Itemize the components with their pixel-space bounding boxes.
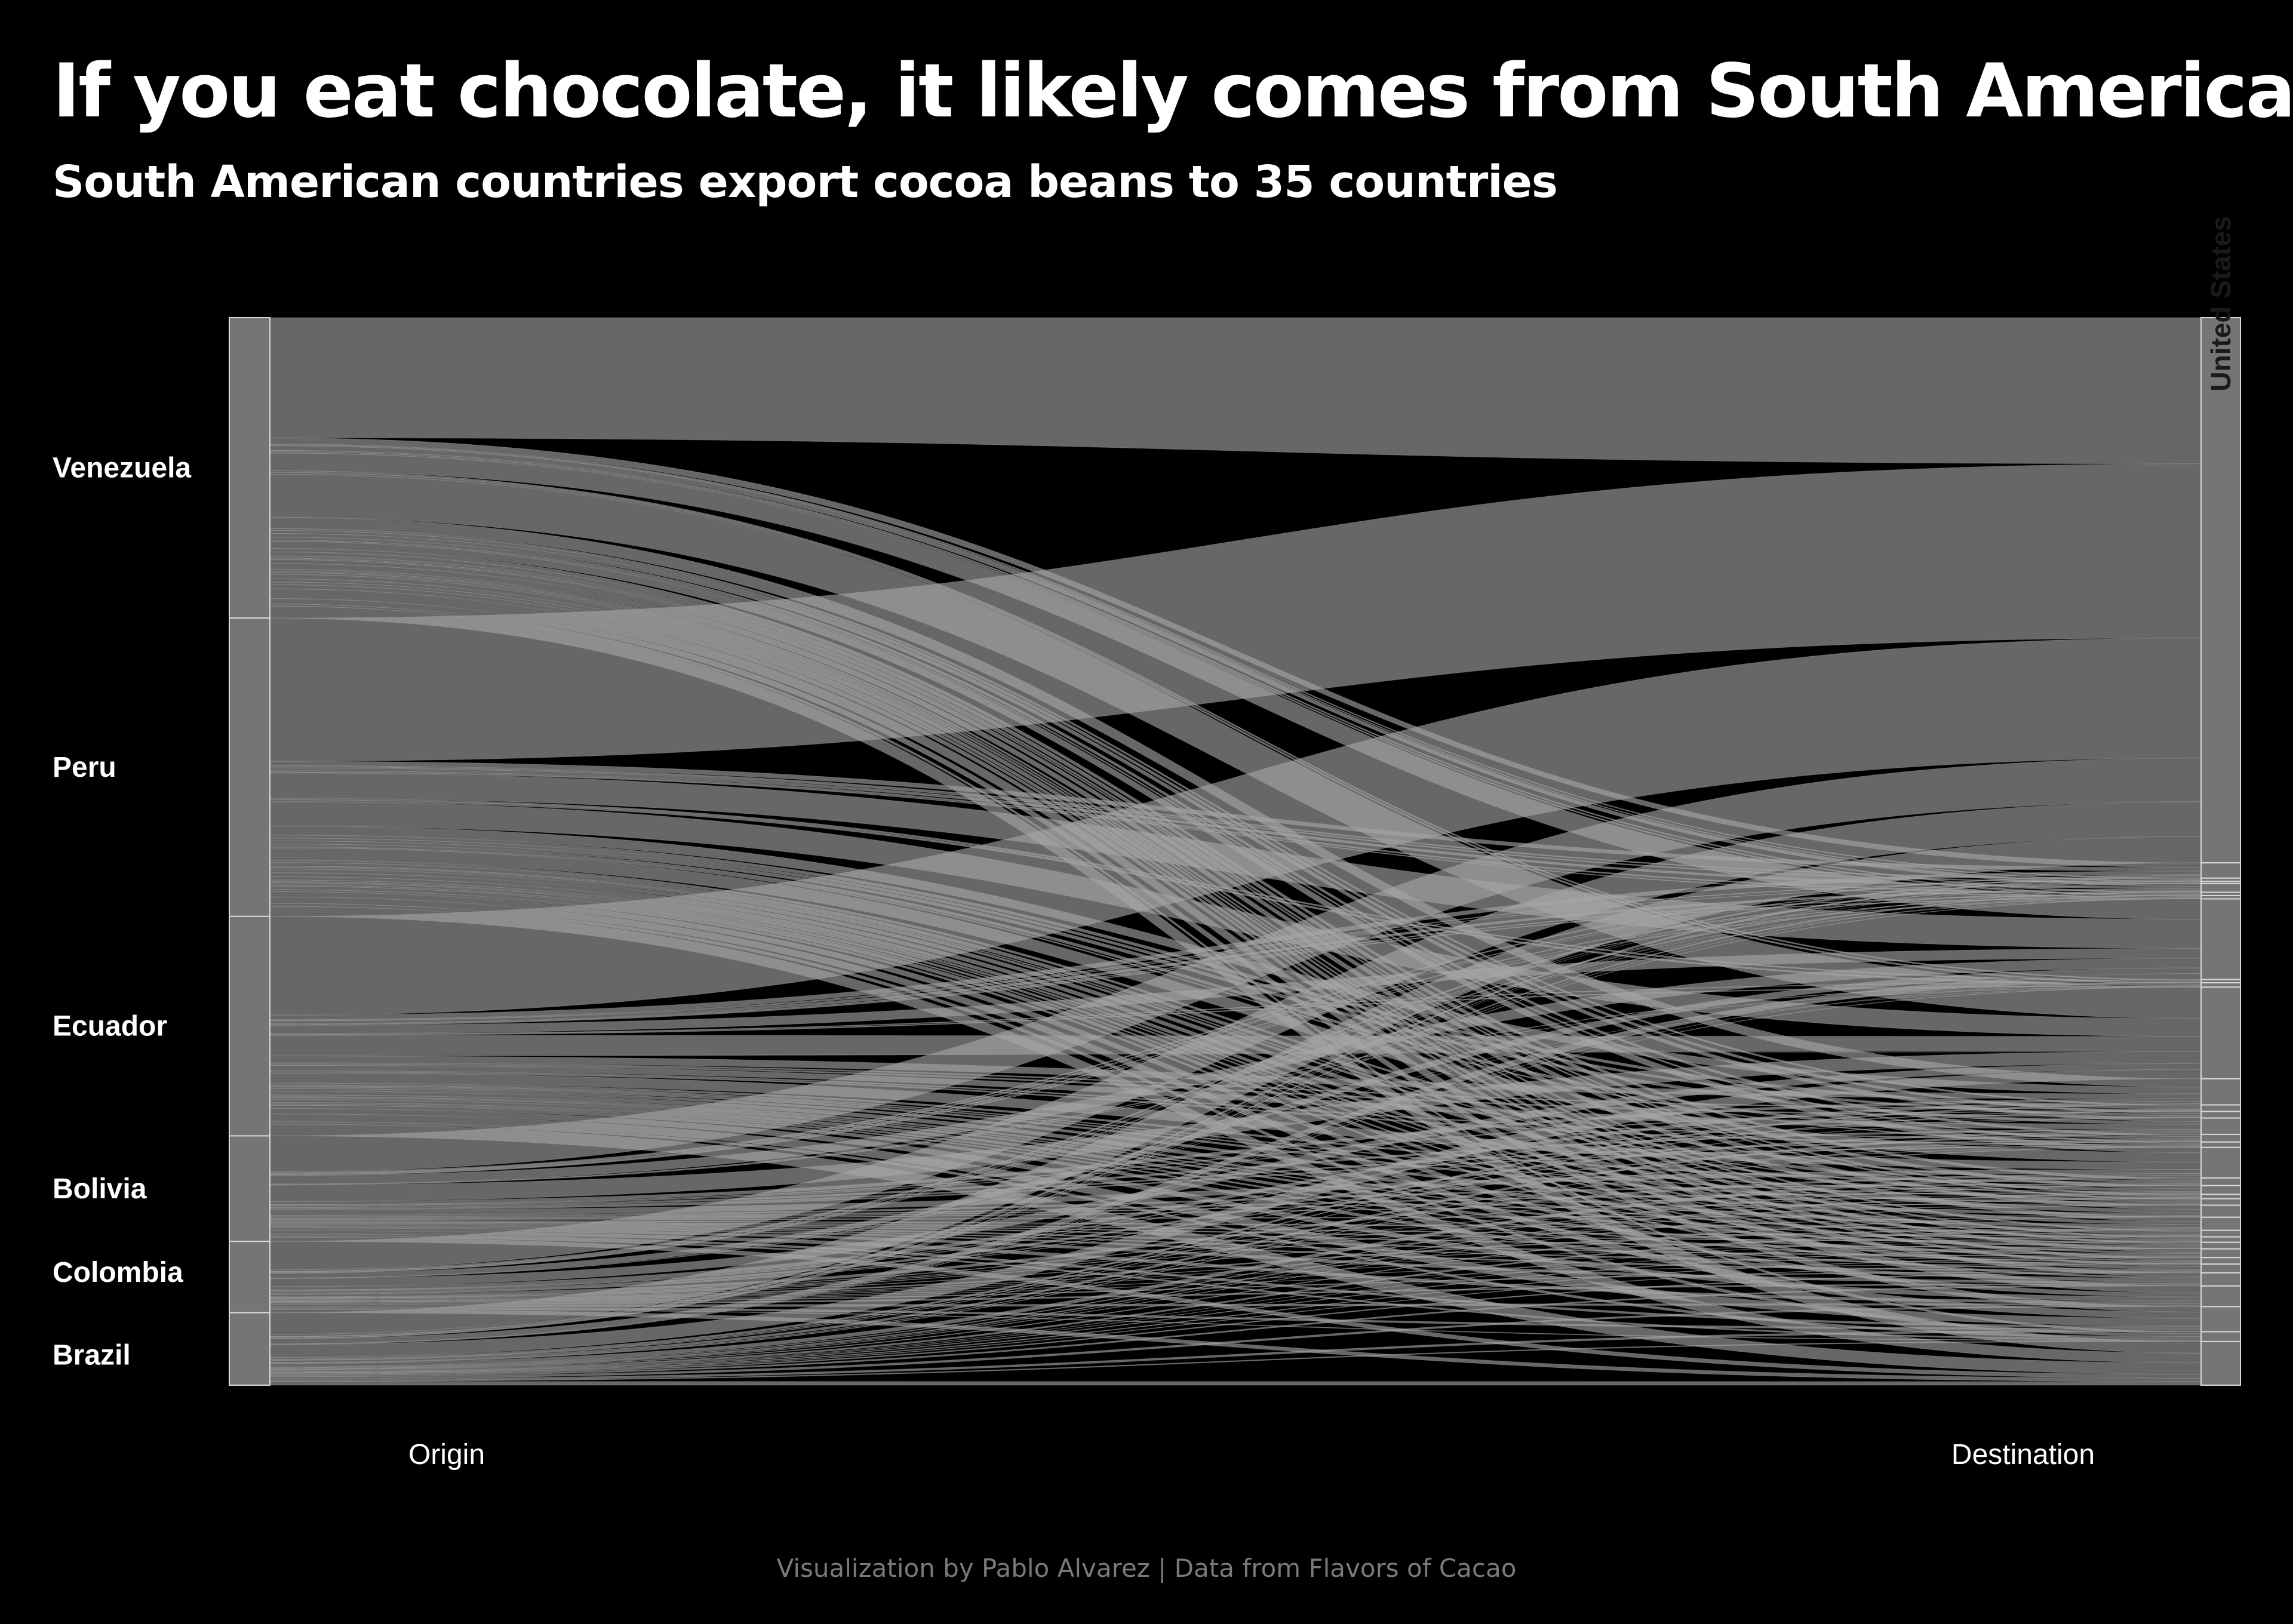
origin-stratum — [229, 915, 271, 1137]
destination-stratum — [2200, 1263, 2241, 1274]
origin-stratum — [229, 617, 271, 917]
origin-label: Colombia — [53, 1257, 183, 1288]
destination-stratum — [2200, 1185, 2241, 1195]
destination-stratum — [2200, 898, 2241, 980]
destination-stratum — [2200, 986, 2241, 1079]
caption: Visualization by Pablo Alvarez | Data fr… — [776, 1554, 1517, 1583]
chart-subtitle: South American countries export cocoa be… — [53, 156, 1558, 208]
flow-band — [269, 317, 2202, 465]
destination-stratum — [2200, 1257, 2241, 1265]
destination-stratum — [2200, 1111, 2241, 1119]
origin-label: Ecuador — [53, 1011, 167, 1042]
flow-band — [269, 1381, 2202, 1386]
origin-stratum — [229, 1241, 271, 1314]
origin-stratum — [229, 1135, 271, 1242]
destination-stratum — [2200, 1285, 2241, 1308]
destination-stratum — [2200, 1241, 2241, 1250]
destination-stratum — [2200, 1078, 2241, 1106]
destination-stratum — [2200, 882, 2241, 893]
destination-stratum — [2200, 1146, 2241, 1179]
axis-label-destination: Destination — [1951, 1439, 2095, 1471]
origin-label: Brazil — [53, 1339, 131, 1371]
destination-stratum — [2200, 1306, 2241, 1333]
destination-stratum — [2200, 1133, 2241, 1143]
axis-label-origin: Origin — [408, 1439, 485, 1471]
destination-stratum — [2200, 1194, 2241, 1199]
destination-stratum — [2200, 1331, 2241, 1342]
destination-stratum — [2200, 1141, 2241, 1148]
destination-stratum — [2200, 1177, 2241, 1186]
destination-stratum — [2200, 1229, 2241, 1238]
origin-label: Peru — [53, 752, 116, 783]
chart-title: If you eat chocolate, it likely comes fr… — [53, 48, 2293, 134]
labels-layer: Venezuela Peru Ecuador Bolivia Colombia Brazi… — [53, 216, 2236, 1371]
origin-stratum — [229, 1312, 271, 1386]
origin-label: Bolivia — [53, 1173, 147, 1205]
destination-stratum — [2200, 1198, 2241, 1206]
destination-stratum — [2200, 317, 2241, 864]
destination-label: United States — [2205, 216, 2236, 392]
destination-stratum — [2200, 1117, 2241, 1135]
destination-stratum — [2200, 862, 2241, 879]
destination-stratum — [2200, 1272, 2241, 1287]
destination-stratum — [2200, 1204, 2241, 1218]
flows-layer — [269, 317, 2202, 1386]
destination-stratum — [2200, 1340, 2241, 1386]
destination-stratum — [2200, 982, 2241, 988]
destination-stratum — [2200, 1236, 2241, 1243]
destination-stratum — [2200, 1248, 2241, 1259]
origin-stratum — [229, 317, 271, 619]
strata-layer — [229, 317, 2241, 1386]
destination-stratum — [2200, 1104, 2241, 1112]
origin-label: Venezuela — [53, 453, 191, 484]
destination-stratum — [2200, 1216, 2241, 1231]
